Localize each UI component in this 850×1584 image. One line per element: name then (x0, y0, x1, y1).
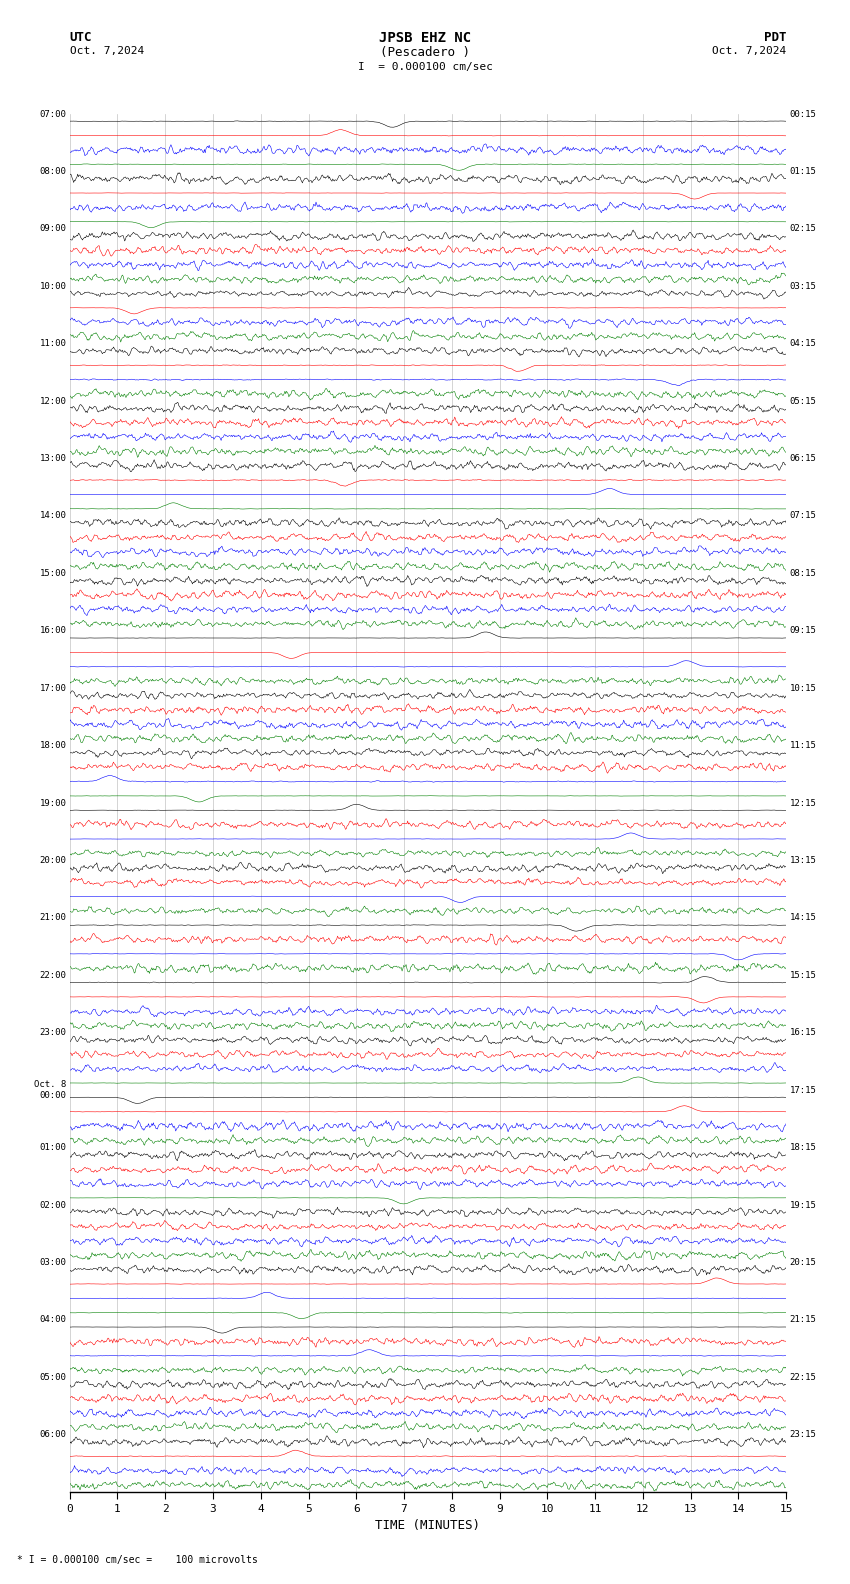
Text: Oct. 7,2024: Oct. 7,2024 (70, 46, 144, 55)
Text: 17:15: 17:15 (790, 1085, 817, 1095)
Text: 23:00: 23:00 (39, 1028, 66, 1038)
Text: 10:00: 10:00 (39, 282, 66, 291)
Text: 14:15: 14:15 (790, 914, 817, 922)
Text: 12:00: 12:00 (39, 396, 66, 406)
Text: 07:00: 07:00 (39, 109, 66, 119)
Text: 23:15: 23:15 (790, 1430, 817, 1440)
Text: 17:00: 17:00 (39, 684, 66, 692)
Text: 09:15: 09:15 (790, 626, 817, 635)
Text: 06:15: 06:15 (790, 455, 817, 463)
Text: (Pescadero ): (Pescadero ) (380, 46, 470, 59)
Text: 19:00: 19:00 (39, 798, 66, 808)
Text: 10:15: 10:15 (790, 684, 817, 692)
Text: PDT: PDT (764, 30, 786, 44)
Text: 08:15: 08:15 (790, 569, 817, 578)
Text: 03:00: 03:00 (39, 1258, 66, 1267)
Text: 16:15: 16:15 (790, 1028, 817, 1038)
Text: 06:00: 06:00 (39, 1430, 66, 1440)
Text: 19:15: 19:15 (790, 1201, 817, 1210)
Text: 14:00: 14:00 (39, 512, 66, 521)
Text: 12:15: 12:15 (790, 798, 817, 808)
Text: Oct. 7,2024: Oct. 7,2024 (712, 46, 786, 55)
Text: 05:00: 05:00 (39, 1373, 66, 1381)
Text: * I = 0.000100 cm/sec =    100 microvolts: * I = 0.000100 cm/sec = 100 microvolts (17, 1555, 258, 1565)
Text: 16:00: 16:00 (39, 626, 66, 635)
Text: 08:00: 08:00 (39, 166, 66, 176)
Text: 20:15: 20:15 (790, 1258, 817, 1267)
Text: 13:00: 13:00 (39, 455, 66, 463)
Text: JPSB EHZ NC: JPSB EHZ NC (379, 30, 471, 44)
Text: 02:15: 02:15 (790, 225, 817, 233)
Text: 11:00: 11:00 (39, 339, 66, 348)
Text: 22:00: 22:00 (39, 971, 66, 980)
Text: 07:15: 07:15 (790, 512, 817, 521)
Text: 21:00: 21:00 (39, 914, 66, 922)
Text: 09:00: 09:00 (39, 225, 66, 233)
Text: Oct. 8
00:00: Oct. 8 00:00 (34, 1080, 66, 1099)
Text: 01:15: 01:15 (790, 166, 817, 176)
Text: 13:15: 13:15 (790, 855, 817, 865)
Text: 04:15: 04:15 (790, 339, 817, 348)
Text: 05:15: 05:15 (790, 396, 817, 406)
Text: 01:00: 01:00 (39, 1144, 66, 1152)
Text: 04:00: 04:00 (39, 1315, 66, 1324)
Text: 22:15: 22:15 (790, 1373, 817, 1381)
Text: 21:15: 21:15 (790, 1315, 817, 1324)
Text: 02:00: 02:00 (39, 1201, 66, 1210)
Text: 00:15: 00:15 (790, 109, 817, 119)
Text: UTC: UTC (70, 30, 92, 44)
Text: 15:15: 15:15 (790, 971, 817, 980)
X-axis label: TIME (MINUTES): TIME (MINUTES) (376, 1519, 480, 1532)
Text: 18:00: 18:00 (39, 741, 66, 751)
Text: 20:00: 20:00 (39, 855, 66, 865)
Text: 18:15: 18:15 (790, 1144, 817, 1152)
Text: 03:15: 03:15 (790, 282, 817, 291)
Text: I  = 0.000100 cm/sec: I = 0.000100 cm/sec (358, 62, 492, 71)
Text: 15:00: 15:00 (39, 569, 66, 578)
Text: 11:15: 11:15 (790, 741, 817, 751)
